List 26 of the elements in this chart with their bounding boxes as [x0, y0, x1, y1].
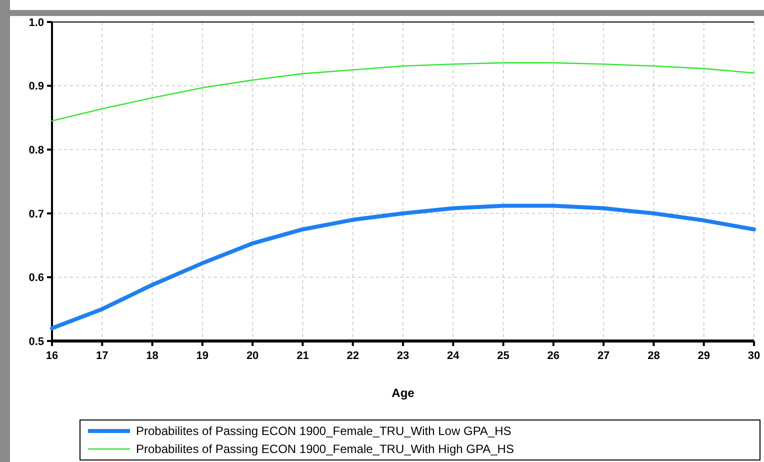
x-tick-label: 25 [497, 350, 510, 362]
x-tick-label: 24 [447, 350, 460, 362]
x-tick-label: 17 [96, 350, 108, 362]
x-tick-label: 26 [547, 350, 560, 362]
x-axis-title: Age [392, 386, 415, 400]
x-tick-label: 20 [246, 350, 259, 362]
x-tick-label: 21 [296, 350, 309, 362]
x-tick-label: 19 [196, 350, 209, 362]
legend-label: Probabilites of Passing ECON 1900_Female_TRU_With High GPA_HS [136, 442, 514, 456]
x-tick-label: 30 [748, 350, 760, 362]
x-tick-label: 22 [346, 350, 359, 362]
y-tick-label: 0.7 [28, 208, 44, 220]
y-tick-label: 0.9 [28, 80, 44, 93]
legend-label: Probabilites of Passing ECON 1900_Female_TRU_With Low GPA_HS [136, 424, 512, 438]
y-tick-label: 0.6 [28, 272, 44, 284]
x-tick-label: 29 [698, 350, 710, 362]
line-series [50, 204, 756, 330]
x-tick-label: 27 [597, 350, 610, 362]
x-tick-label: 23 [396, 350, 410, 362]
x-tick-label: 18 [146, 350, 158, 362]
y-tick-label: 0.5 [28, 336, 44, 348]
line-series [51, 62, 755, 122]
y-tick-label: 0.8 [28, 144, 44, 156]
x-tick-label: 16 [46, 350, 58, 362]
y-tick-label: 1.0 [28, 16, 44, 29]
x-tick-label: 28 [648, 350, 660, 362]
